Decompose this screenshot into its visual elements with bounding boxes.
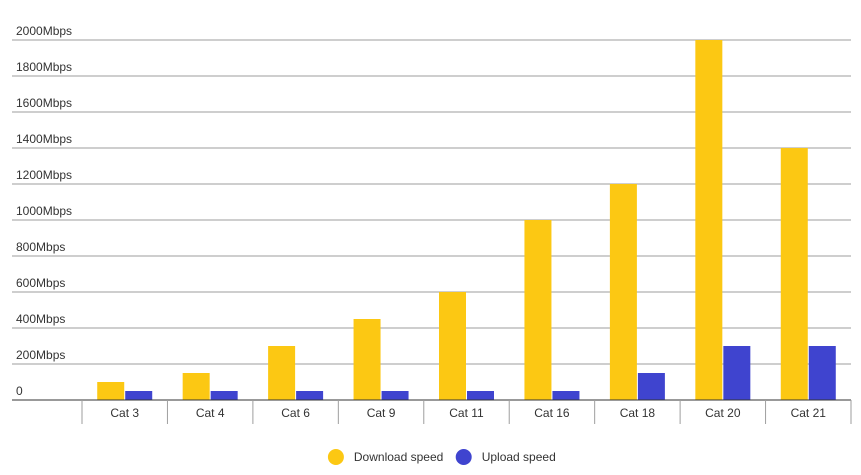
bar-upload[interactable] [467, 391, 494, 400]
bar-upload[interactable] [296, 391, 324, 400]
bar-download[interactable] [97, 382, 125, 400]
bar-download[interactable] [439, 292, 466, 400]
legend-swatch-download[interactable] [327, 449, 344, 465]
y-tick-label: 1800Mbps [16, 60, 72, 74]
bar-download[interactable] [524, 220, 552, 400]
x-tick-label: Cat 18 [620, 406, 656, 420]
y-tick-label: 1200Mbps [16, 168, 72, 182]
x-tick-label: Cat 20 [705, 406, 741, 420]
y-tick-label: 1400Mbps [16, 132, 72, 146]
bar-download[interactable] [609, 184, 637, 400]
x-tick-label: Cat 9 [367, 406, 396, 420]
bar-download[interactable] [353, 319, 381, 400]
gridlines [12, 39, 851, 365]
bar-upload[interactable] [210, 391, 238, 400]
legend: Download speed Upload speed [327, 449, 556, 465]
bar-upload[interactable] [552, 391, 580, 400]
bar-download[interactable] [268, 346, 296, 400]
y-tick-label: 800Mbps [16, 240, 65, 254]
y-tick-label: 200Mbps [16, 348, 65, 362]
bar-upload[interactable] [808, 346, 836, 400]
y-tick-label: 600Mbps [16, 276, 65, 290]
legend-label-upload[interactable]: Upload speed [482, 450, 556, 464]
legend-swatch-upload[interactable] [455, 449, 472, 465]
bars [97, 40, 836, 400]
y-tick-label: 1000Mbps [16, 204, 72, 218]
x-axis: Cat 3 Cat 4 Cat 6 Cat 9 Cat 11 Cat 16 Cat 18 Ca… [12, 399, 852, 424]
bar-upload[interactable] [125, 391, 153, 400]
y-tick-label: 0 [16, 384, 23, 398]
x-tick-label: Cat 3 [110, 406, 139, 420]
y-tick-label: 400Mbps [16, 312, 65, 326]
bar-download[interactable] [695, 40, 723, 400]
x-tick-label: Cat 4 [196, 406, 225, 420]
legend-label-download[interactable]: Download speed [354, 450, 443, 464]
x-tick-label: Cat 11 [449, 406, 484, 420]
x-tick-label: Cat 16 [534, 406, 570, 420]
x-tick-label: Cat 21 [791, 406, 827, 420]
bar-upload[interactable] [381, 391, 409, 400]
x-tick-label: Cat 6 [281, 406, 310, 420]
bar-upload[interactable] [723, 346, 751, 400]
bar-upload[interactable] [637, 373, 665, 400]
y-tick-label: 1600Mbps [16, 96, 72, 110]
y-axis-ticks: 0 200Mbps 400Mbps 600Mbps 800Mbps 1000Mbps 120… [16, 24, 72, 398]
bar-download[interactable] [780, 148, 808, 400]
bar-download[interactable] [182, 373, 210, 400]
y-tick-label: 2000Mbps [16, 24, 72, 38]
